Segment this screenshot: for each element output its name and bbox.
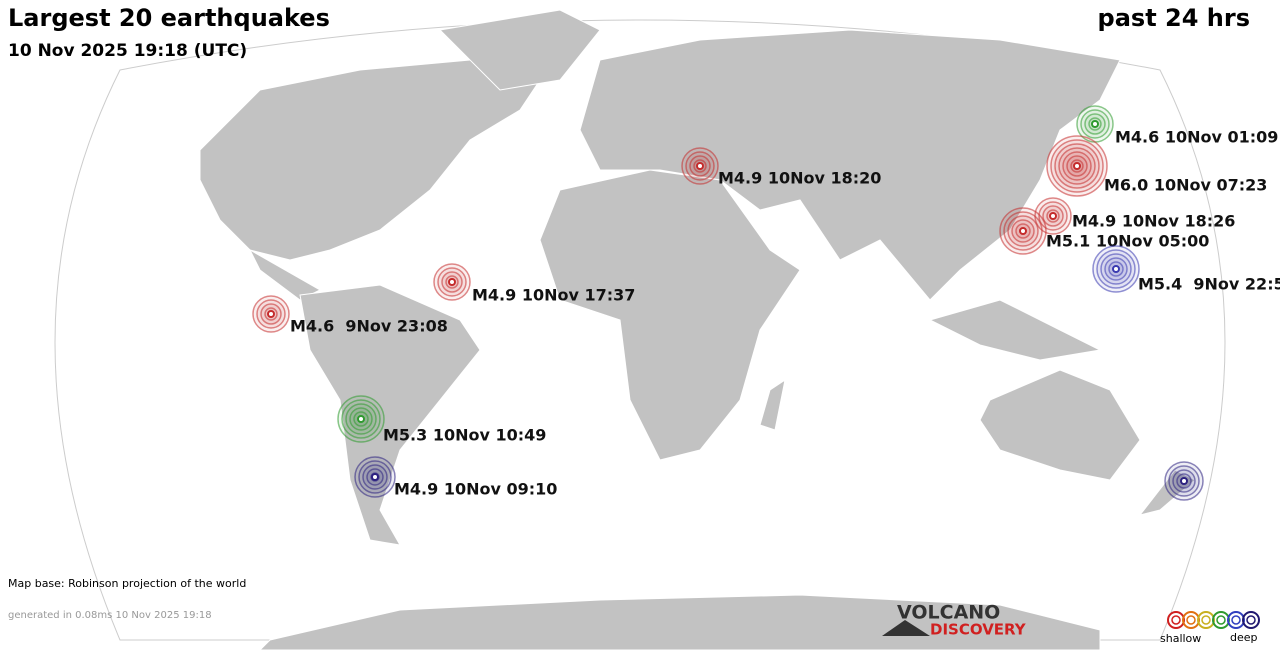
quake-center — [1091, 120, 1099, 128]
quake-center — [696, 162, 704, 170]
legend-ring — [1167, 611, 1185, 629]
legend-ring — [1212, 611, 1230, 629]
land — [199, 9, 1196, 650]
period: past 24 hrs — [1098, 4, 1250, 32]
legend-ring — [1227, 611, 1245, 629]
quake-center — [1019, 227, 1027, 235]
legend-ring — [1231, 615, 1241, 625]
quake-center — [448, 278, 456, 286]
legend-ring — [1197, 611, 1215, 629]
quake-label: M4.9 10Nov 17:37 — [472, 286, 635, 305]
legend-shallow: shallow — [1160, 632, 1201, 645]
generated: generated in 0.08ms 10 Nov 2025 19:18 — [8, 610, 212, 621]
quake-center — [371, 473, 379, 481]
quake-center — [1112, 265, 1120, 273]
quake-center — [357, 415, 365, 423]
quake-label: M5.3 10Nov 10:49 — [383, 426, 546, 445]
legend-deep: deep — [1230, 631, 1258, 644]
legend-ring — [1246, 615, 1256, 625]
quake-center — [1180, 477, 1188, 485]
quake-label: M4.9 10Nov 09:10 — [394, 480, 557, 499]
legend-ring — [1216, 615, 1226, 625]
logo-line2: DISCOVERY — [930, 621, 1027, 639]
quake-label: M4.9 10Nov 18:26 — [1072, 212, 1235, 231]
legend-ring — [1201, 615, 1211, 625]
quake-center — [1073, 162, 1081, 170]
quake-center — [1049, 212, 1057, 220]
title: Largest 20 earthquakes — [8, 4, 330, 32]
quake-label: M6.0 10Nov 07:23 — [1104, 176, 1267, 195]
legend-ring — [1242, 611, 1260, 629]
quake-label: M4.9 10Nov 18:20 — [718, 169, 881, 188]
timestamp: 10 Nov 2025 19:18 (UTC) — [8, 41, 247, 61]
map-base: Map base: Robinson projection of the wor… — [8, 577, 246, 590]
quake-label: M5.4 9Nov 22:53 — [1138, 275, 1280, 294]
quake-label: M4.6 10Nov 01:09 — [1115, 128, 1278, 147]
quake-center — [267, 310, 275, 318]
legend-ring — [1171, 615, 1181, 625]
logo-icon — [882, 620, 930, 636]
logo-line1: VOLCANO — [897, 602, 1000, 624]
quake-label: M4.6 9Nov 23:08 — [290, 317, 448, 336]
quake-label: M5.1 10Nov 05:00 — [1046, 232, 1209, 251]
legend-ring — [1186, 615, 1196, 625]
legend-ring — [1182, 611, 1200, 629]
